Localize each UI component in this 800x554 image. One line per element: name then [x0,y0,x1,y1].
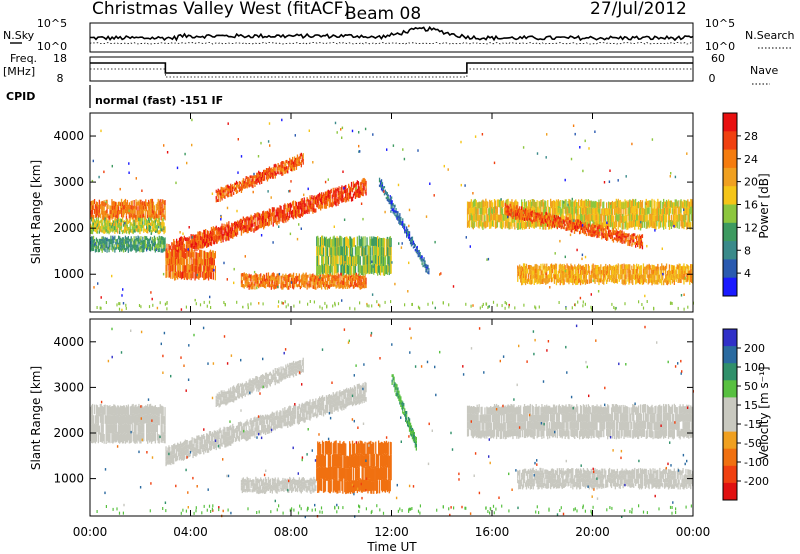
nsearch-tick-low: 10^0 [705,40,735,53]
velocity-heatmap-panel: 1000 2000 3000 4000 Slant Range [km] [29,318,694,519]
freq-tick-high: 18 [53,52,67,65]
power-colorbar-tick-3: 16 [744,199,758,212]
power-ylabel: Slant Range [km] [29,160,43,264]
time-tick-4: 16:00 [475,525,510,539]
velocity-colorbar-label: Velocity [m s⁻¹] [757,366,771,459]
freq-trace [90,62,693,74]
power-colorbar: 28 24 20 16 12 8 4 [722,112,758,297]
velocity-colorbar-tick-3: 15 [744,399,758,412]
noise-panel: N.Sky 10^5 10^0 10^5 10^0 N.Search [3,17,795,53]
velocity-colorbar-tick-4: -15 [744,418,762,431]
power-heatmap-panel: 1000 2000 3000 4000 Slant Range [km] [29,112,694,313]
time-tick-5: 20:00 [575,525,610,539]
power-ytick-3: 4000 [53,129,84,143]
velocity-colorbar-tick-5: -50 [744,437,762,450]
power-colorbar-tick-4: 12 [744,221,758,234]
power-colorbar-tick-1: 24 [744,153,758,166]
freq-label: Freq. [10,52,37,65]
power-ytick-0: 1000 [53,267,84,281]
nsky-tick-low: 10^0 [37,40,67,53]
velocity-colorbar: 200 100 50 15 -15 -50 -100 -200 [722,328,769,501]
time-tick-2: 08:00 [274,525,309,539]
cpid-label: CPID [6,90,35,103]
nsky-label: N.Sky [3,29,35,42]
velocity-ytick-0: 1000 [53,472,84,486]
time-axis-label: Time UT [366,540,417,554]
nsearch-tick-high: 10^5 [705,17,735,30]
time-tick-1: 04:00 [173,525,208,539]
velocity-colorbar-tick-7: -200 [744,475,769,488]
velocity-colorbar-tick-0: 200 [744,342,765,355]
nave-label: Nave [750,64,778,77]
velocity-colorbar-tick-1: 100 [744,361,765,374]
nave-tick-low: 0 [709,72,716,85]
power-colorbar-tick-6: 4 [744,267,751,280]
velocity-colorbar-tick-6: -100 [744,456,769,469]
power-heatmap-cells [90,118,694,312]
power-colorbar-tick-2: 20 [744,176,758,189]
power-ytick-1: 2000 [53,221,84,235]
freq-unit: [MHz] [3,65,35,78]
time-tick-3: 12:00 [374,525,409,539]
velocity-ytick-3: 4000 [53,335,84,349]
freq-panel: Freq. [MHz] 18 8 60 0 Nave [3,52,778,85]
power-colorbar-label: Power [dB] [757,173,771,238]
power-colorbar-tick-5: 8 [744,244,751,257]
velocity-colorbar-tick-2: 50 [744,380,758,393]
nave-tick-high: 60 [711,52,725,65]
velocity-ytick-1: 2000 [53,426,84,440]
freq-tick-low: 8 [57,72,64,85]
nsky-tick-high: 10^5 [37,17,67,30]
cpid-row: CPID normal (fast) -151 IF [6,85,223,108]
cpid-text: normal (fast) -151 IF [95,94,223,107]
time-axis: 00:00 04:00 08:00 12:00 16:00 20:00 00:00 [73,113,711,539]
nave-trace [90,68,693,78]
velocity-heatmap-cells [90,324,694,519]
date-title: 27/Jul/2012 [590,0,687,19]
velocity-ylabel: Slant Range [km] [29,366,43,470]
time-tick-6: 00:00 [676,525,711,539]
time-tick-0: 00:00 [73,525,108,539]
station-title: Christmas Valley West (fitACF) [92,0,350,19]
velocity-ytick-2: 3000 [53,380,84,394]
nsearch-label: N.Search [745,29,795,42]
beam-title: Beam 08 [345,4,421,24]
power-colorbar-tick-0: 28 [744,130,758,143]
power-ytick-2: 3000 [53,175,84,189]
nsky-trace [89,25,694,42]
